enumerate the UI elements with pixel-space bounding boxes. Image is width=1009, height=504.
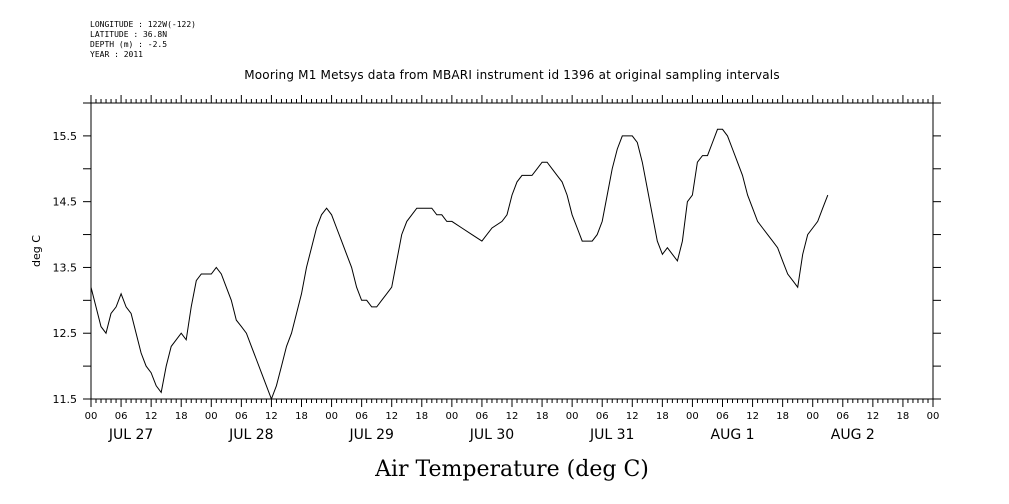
y-tick-label: 14.5: [53, 196, 78, 209]
y-axis-label: deg C: [30, 235, 43, 267]
x-hour-tick-label: 18: [897, 411, 910, 422]
series-line: [90, 128, 829, 401]
depth-label: DEPTH (m) : -2.5: [90, 40, 168, 49]
y-tick-label: 15.5: [53, 130, 78, 143]
x-day-label: JUL 31: [589, 427, 634, 443]
x-hour-tick-label: 06: [716, 411, 729, 422]
x-hour-tick-label: 00: [205, 411, 218, 422]
x-hour-tick-label: 06: [476, 411, 489, 422]
y-tick-label: 11.5: [53, 393, 78, 406]
x-axis-label: Air Temperature (deg C): [374, 457, 649, 482]
x-hour-tick-label: 12: [145, 411, 158, 422]
x-hour-tick-label: 06: [115, 411, 128, 422]
x-day-label: JUL 28: [228, 427, 273, 443]
x-hour-tick-label: 12: [746, 411, 759, 422]
x-hour-tick-label: 18: [295, 411, 308, 422]
x-hour-tick-label: 00: [85, 411, 98, 422]
x-hour-tick-label: 18: [175, 411, 188, 422]
plot-frame: [90, 102, 934, 400]
x-hour-tick-label: 18: [656, 411, 669, 422]
x-hour-tick-label: 06: [836, 411, 849, 422]
x-hour-tick-label: 12: [866, 411, 879, 422]
x-hour-tick-label: 00: [325, 411, 338, 422]
x-day-label: JUL 27: [108, 427, 153, 443]
axis-tick-labels: 00 06 12 18 00 06 12 18 00 06 12 18 00 06 12 18 00 06 12 18…: [53, 130, 940, 443]
chart-title: Mooring M1 Metsys data from MBARI instru…: [244, 68, 780, 82]
x-hour-tick-label: 00: [566, 411, 579, 422]
x-hour-tick-label: 12: [385, 411, 398, 422]
x-hour-tick-label: 06: [596, 411, 609, 422]
x-hour-tick-label: 12: [626, 411, 639, 422]
series-group: [90, 128, 829, 401]
x-day-label: JUL 29: [348, 427, 393, 443]
x-hour-tick-label: 00: [445, 411, 458, 422]
longitude-label: LONGITUDE : 122W(-122): [90, 20, 196, 29]
x-hour-tick-label: 12: [265, 411, 278, 422]
x-hour-tick-label: 00: [927, 411, 940, 422]
x-day-label: AUG 2: [831, 427, 875, 443]
y-tick-label: 13.5: [53, 261, 78, 274]
metadata-block: LONGITUDE : 122W(-122) LATITUDE : 36.8N …: [90, 20, 196, 60]
x-hour-tick-label: 12: [506, 411, 519, 422]
x-hour-tick-label: 18: [415, 411, 428, 422]
plot-border: [90, 102, 934, 400]
x-hour-tick-label: 00: [806, 411, 819, 422]
x-day-label: AUG 1: [711, 427, 755, 443]
x-hour-tick-label: 06: [235, 411, 248, 422]
x-hour-tick-label: 18: [776, 411, 789, 422]
axis-ticks: [83, 95, 941, 407]
y-tick-label: 12.5: [53, 327, 78, 340]
x-hour-tick-label: 18: [536, 411, 549, 422]
x-day-label: JUL 30: [469, 427, 514, 443]
x-hour-tick-label: 00: [686, 411, 699, 422]
latitude-label: LATITUDE : 36.8N: [90, 30, 168, 39]
year-label: YEAR : 2011: [90, 50, 143, 59]
x-hour-tick-label: 06: [355, 411, 368, 422]
